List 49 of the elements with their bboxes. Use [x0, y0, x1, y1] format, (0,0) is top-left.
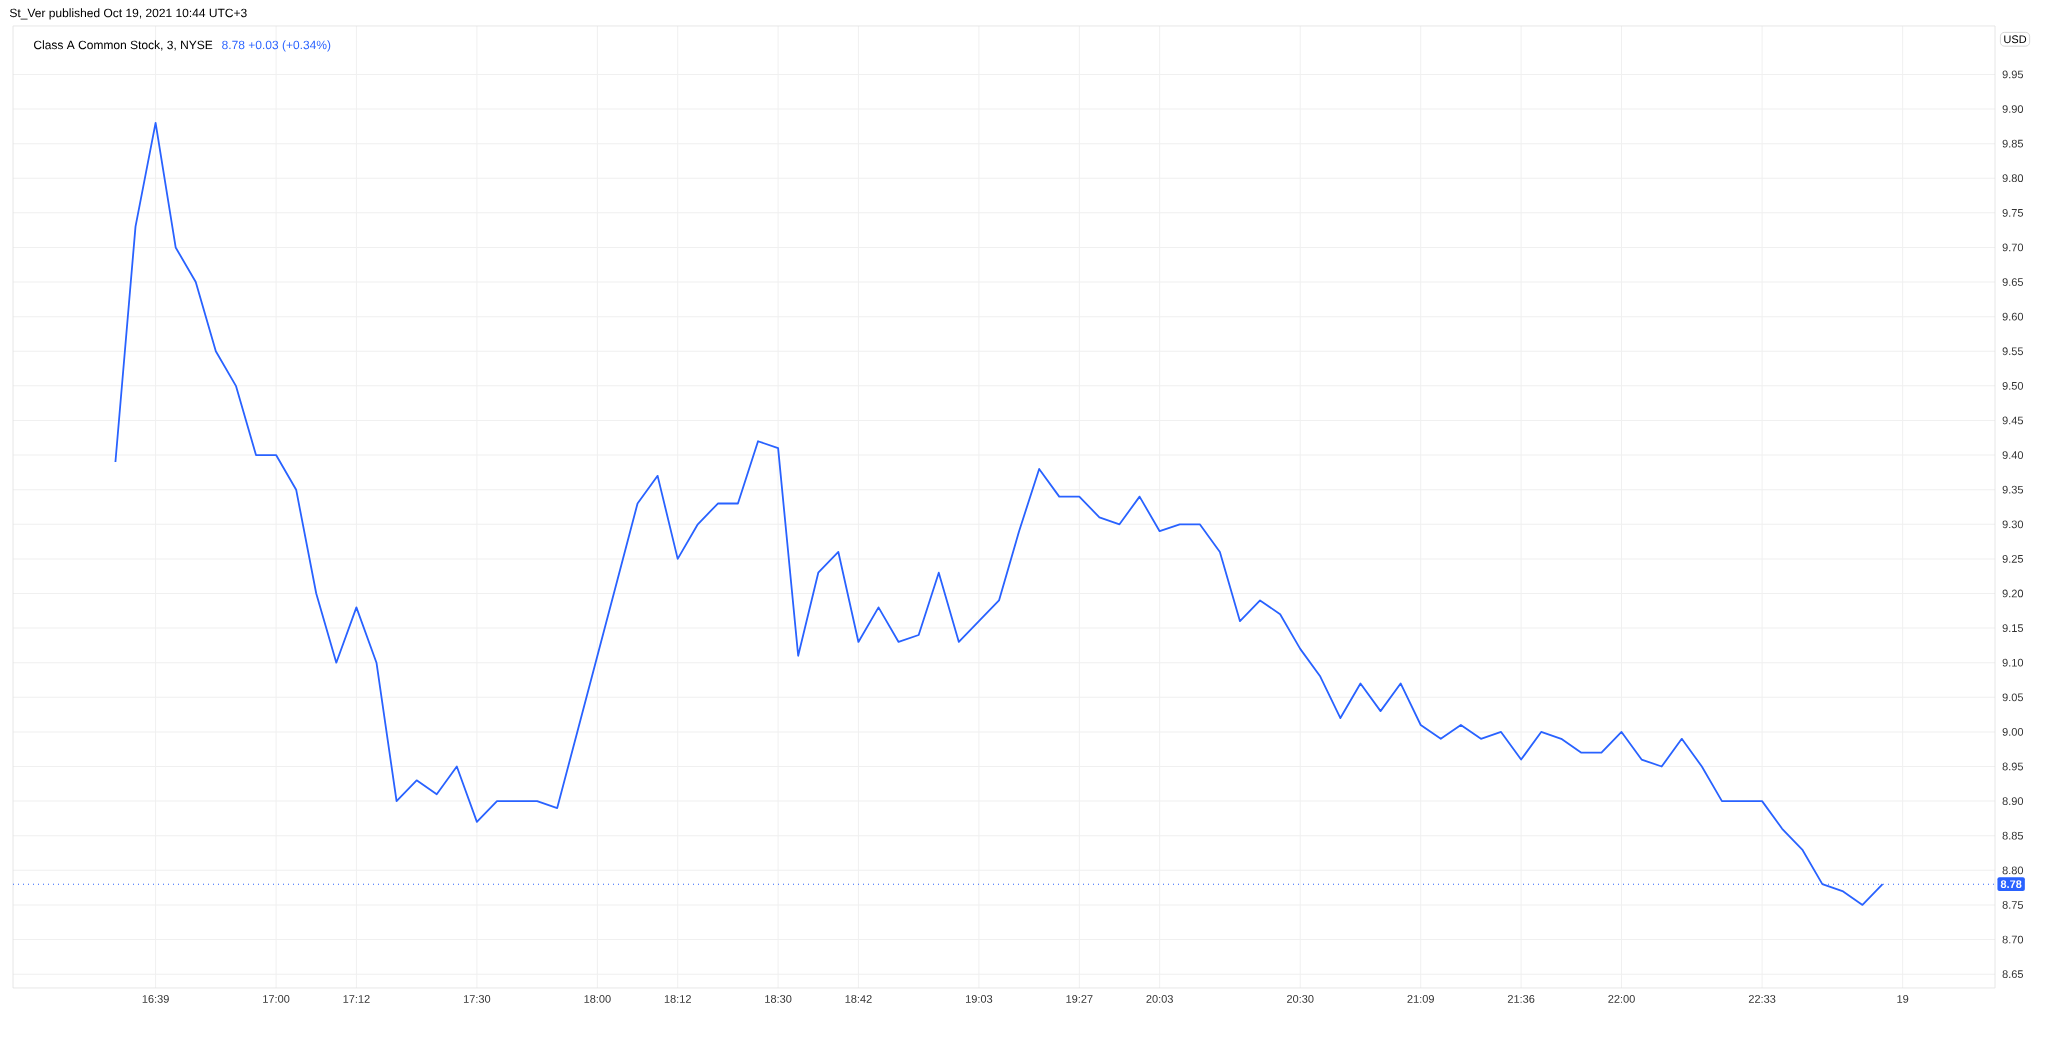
y-tick-label: 8.90 [2002, 797, 2024, 805]
x-tick-label: 18:00 [584, 995, 611, 1003]
y-tick-label: 8.75 [2002, 901, 2024, 909]
y-tick-label: 8.95 [2002, 762, 2024, 771]
y-tick-label: 9.90 [2002, 105, 2024, 113]
y-tick-label: 8.70 [2002, 935, 2024, 944]
y-tick-label: 9.40 [2002, 451, 2024, 459]
x-tick-label: 22:33 [1748, 995, 1776, 1003]
y-tick-label: 9.75 [2002, 208, 2024, 217]
y-tick-label: 9.50 [2002, 381, 2024, 390]
x-tick-label: 20:03 [1146, 995, 1173, 1003]
y-tick-label: 9.95 [2002, 70, 2024, 79]
y-tick-label: 9.10 [2002, 658, 2024, 667]
y-tick-label: 9.55 [2002, 347, 2024, 356]
x-tick-label: 17:30 [463, 995, 491, 1003]
y-tick-label: 9.35 [2002, 485, 2024, 494]
x-tick-label: 18:12 [664, 995, 691, 1003]
x-tick-label: 20:30 [1287, 995, 1314, 1003]
x-tick-label: 21:09 [1407, 995, 1434, 1003]
y-tick-label: 9.85 [2002, 139, 2024, 148]
y-tick-label: 9.00 [2002, 728, 2024, 736]
y-tick-label: 9.15 [2002, 624, 2024, 632]
y-tick-label: 8.65 [2002, 970, 2024, 979]
y-tick-label: 9.80 [2002, 174, 2024, 183]
y-tick-label: 9.70 [2002, 243, 2024, 252]
text: 8.78 +0.03 (+0.34%) [222, 40, 331, 52]
y-tick-label: 9.60 [2002, 312, 2024, 321]
ref-line-label: 8.78 [2000, 880, 2022, 889]
y-tick-label: 9.20 [2002, 589, 2024, 598]
x-tick-label: 17:12 [343, 995, 370, 1003]
x-tick-label: 19 [1897, 995, 1909, 1003]
y-tick-label: 9.65 [2002, 278, 2024, 286]
y-tick-label: 9.05 [2002, 693, 2024, 702]
y-tick-label: 9.45 [2002, 416, 2024, 425]
x-tick-label: 19:27 [1066, 995, 1093, 1003]
x-tick-label: 17:00 [263, 995, 290, 1003]
x-tick-label: 18:30 [765, 995, 792, 1003]
text: Class A Common Stock, 3, NYSE [34, 40, 213, 51]
y-tick-label: 8.85 [2002, 831, 2024, 840]
x-tick-label: 21:36 [1507, 995, 1535, 1003]
x-tick-label: 22:00 [1608, 995, 1635, 1003]
text: St_Ver published Oct 19, 2021 10:44 UTC+3 [9, 8, 247, 20]
y-axis-title: USD [2004, 35, 2027, 44]
y-tick-label: 9.30 [2002, 520, 2024, 529]
x-tick-label: 18:42 [845, 995, 872, 1003]
y-tick-label: 8.80 [2002, 866, 2024, 875]
x-tick-label: 19:03 [966, 995, 993, 1003]
y-tick-label: 9.25 [2002, 554, 2024, 563]
x-tick-label: 16:39 [142, 995, 169, 1003]
